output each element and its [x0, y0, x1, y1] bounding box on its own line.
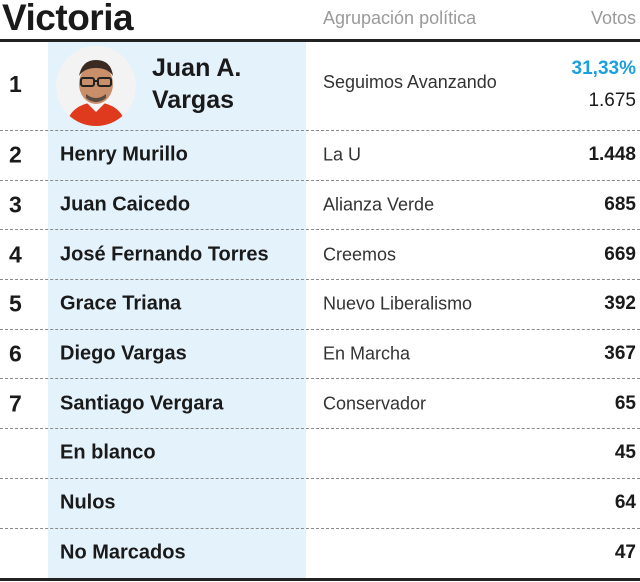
candidate-name: José Fernando Torres — [60, 243, 269, 266]
candidate-name: Juan Caicedo — [60, 193, 191, 216]
results-header: Victoria Agrupación política Votos — [0, 0, 640, 40]
party-name: Alianza Verde — [323, 194, 435, 215]
winner-name-line2: Vargas — [152, 86, 235, 114]
party-name: La U — [323, 144, 362, 165]
winner-name: Juan A. Vargas — [152, 52, 241, 116]
vote-count: 65 — [614, 392, 636, 414]
table-row: 7 Santiago Vergara Conservador 65 — [0, 379, 640, 430]
vote-count: 392 — [604, 293, 636, 315]
rank: 7 — [9, 390, 22, 417]
rank: 1 — [9, 71, 22, 97]
candidate-name: Grace Triana — [60, 292, 182, 315]
candidate-photo — [56, 46, 136, 126]
winner-name-line1: Juan A. — [152, 54, 242, 82]
party-name: Nuevo Liberalismo — [323, 293, 473, 314]
rank: 2 — [9, 141, 22, 168]
table-row: En blanco 45 — [0, 429, 640, 479]
party-name: En Marcha — [323, 343, 411, 364]
table-row: 2 Henry Murillo La U 1.448 — [0, 131, 640, 181]
city-title: Victoria — [2, 0, 134, 38]
unmarked-votes-label: No Marcados — [60, 541, 186, 564]
party-name: Creemos — [323, 244, 397, 265]
winner-percent: 31,33% — [571, 58, 636, 79]
results-table: 1 Juan A. Vargas Seguimos Avanzando 31,3… — [0, 42, 640, 578]
winner-row: 1 Juan A. Vargas Seguimos Avanzando 31,3… — [0, 42, 640, 131]
table-row: Nulos 64 — [0, 479, 640, 529]
top-divider — [0, 39, 640, 42]
rank: 5 — [9, 290, 22, 317]
votes-column-header: Votos — [590, 8, 636, 28]
vote-count: 669 — [604, 243, 636, 265]
vote-count: 45 — [614, 442, 636, 464]
vote-count: 367 — [604, 343, 636, 365]
vote-count: 1.448 — [588, 144, 636, 166]
party-name: Conservador — [323, 393, 427, 414]
table-row: No Marcados 47 — [0, 529, 640, 579]
candidate-name: Diego Vargas — [60, 342, 187, 365]
candidate-name: Henry Murillo — [60, 143, 188, 166]
table-row: 3 Juan Caicedo Alianza Verde 685 — [0, 181, 640, 231]
portrait-icon — [56, 46, 136, 126]
winner-party: Seguimos Avanzando — [323, 72, 497, 92]
null-votes-label: Nulos — [60, 491, 116, 514]
blank-votes-label: En blanco — [60, 441, 156, 464]
vote-count: 47 — [614, 542, 636, 564]
party-column-header: Agrupación política — [323, 8, 477, 28]
table-row: 5 Grace Triana Nuevo Liberalismo 392 — [0, 280, 640, 330]
table-row: 4 José Fernando Torres Creemos 669 — [0, 230, 640, 281]
rank: 3 — [9, 191, 22, 218]
bottom-divider — [0, 578, 640, 581]
winner-votes: 1.675 — [588, 90, 636, 111]
name-column-highlight — [48, 42, 306, 578]
rank: 6 — [9, 340, 22, 367]
vote-count: 685 — [604, 194, 636, 216]
rank: 4 — [9, 241, 22, 268]
candidate-name: Santiago Vergara — [60, 392, 224, 415]
table-row: 6 Diego Vargas En Marcha 367 — [0, 330, 640, 380]
vote-count: 64 — [614, 492, 636, 514]
